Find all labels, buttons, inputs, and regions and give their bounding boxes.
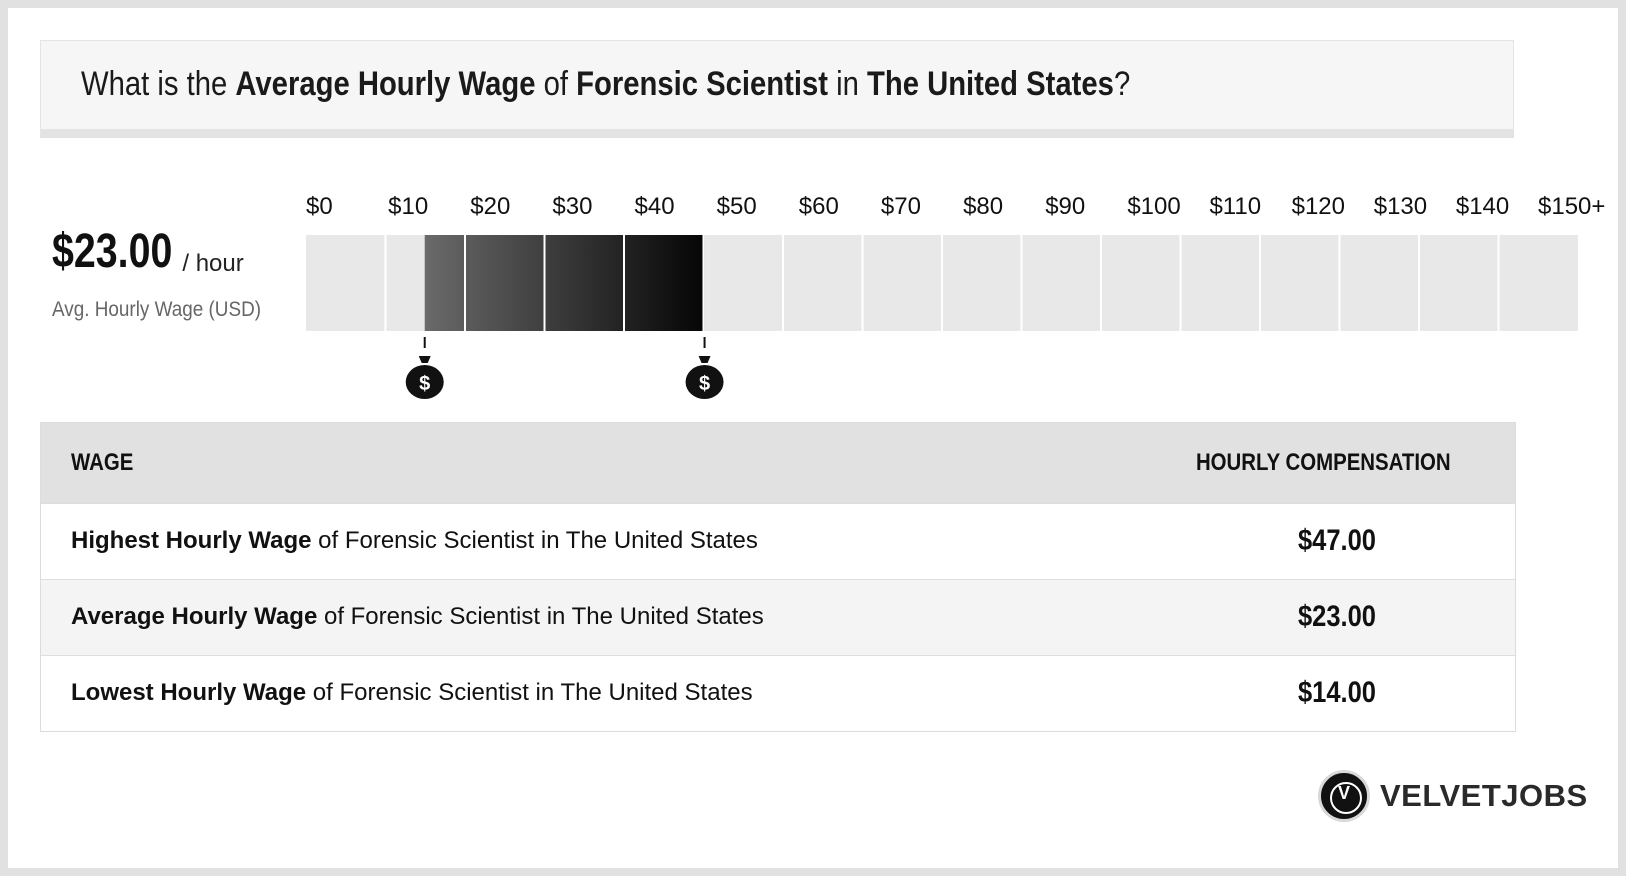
money-bag-icon xyxy=(685,365,724,399)
money-bag-tie xyxy=(418,356,431,363)
row-label: Highest Hourly Wage of Forensic Scientis… xyxy=(71,527,758,554)
tick-label: $130 xyxy=(1374,193,1427,220)
wage-column-header: WAGE xyxy=(71,449,134,476)
tick-label: $40 xyxy=(635,193,675,220)
table-header: WAGE HOURLY COMPENSATION xyxy=(41,423,1515,503)
money-bag-icon xyxy=(405,365,444,399)
question-header: What is the Average Hourly Wage of Foren… xyxy=(40,40,1514,138)
wage-range-bar xyxy=(424,235,705,331)
tick-label: $110 xyxy=(1209,193,1261,220)
row-value: $47.00 xyxy=(1297,524,1376,557)
table-row-highest: Highest Hourly Wage of Forensic Scientis… xyxy=(41,503,1515,579)
tick-label: $70 xyxy=(881,193,921,220)
dollar-glyph: $ xyxy=(699,373,710,395)
table-row-average: Average Hourly Wage of Forensic Scientis… xyxy=(41,579,1515,655)
brand-name: VELVETJOBS xyxy=(1380,778,1588,813)
average-wage-label: Avg. Hourly Wage (USD) xyxy=(52,298,262,321)
tick-label: $90 xyxy=(1045,193,1085,220)
compensation-column-header: HOURLY COMPENSATION xyxy=(1196,449,1451,476)
average-wage-value: $23.00 xyxy=(52,225,173,278)
tick-label: $120 xyxy=(1292,193,1345,220)
tick-label: $140 xyxy=(1456,193,1509,220)
money-bag-tie xyxy=(698,356,711,363)
question-title: What is the Average Hourly Wage of Foren… xyxy=(81,65,1131,103)
row-label: Lowest Hourly Wage of Forensic Scientist… xyxy=(71,679,753,706)
per-hour-unit: / hour xyxy=(182,250,244,277)
velvetjobs-logo-icon xyxy=(1318,770,1370,822)
wage-table: WAGE HOURLY COMPENSATION Highest Hourly … xyxy=(40,422,1516,732)
tick-label: $30 xyxy=(552,193,592,220)
tick-label: $100 xyxy=(1127,193,1180,220)
table-row-lowest: Lowest Hourly Wage of Forensic Scientist… xyxy=(41,655,1515,731)
logo-initial: V xyxy=(1337,783,1350,803)
wage-range-chart: $0 $10 $20 $30 $40 $50 $60 $70 $80 $90 $100 $110 $12… xyxy=(306,193,1605,399)
row-value: $14.00 xyxy=(1297,676,1376,709)
tick-label: $50 xyxy=(717,193,757,220)
tick-label: $60 xyxy=(799,193,839,220)
dollar-glyph: $ xyxy=(419,373,430,395)
row-value: $23.00 xyxy=(1297,600,1376,633)
tick-label: $10 xyxy=(388,193,428,220)
tick-label: $0 xyxy=(306,193,333,220)
row-label: Average Hourly Wage of Forensic Scientis… xyxy=(71,603,764,630)
tick-label: $150+ xyxy=(1538,193,1605,220)
tick-label: $20 xyxy=(470,193,510,220)
average-wage-summary: $23.00 xyxy=(52,224,199,279)
tick-label: $80 xyxy=(963,193,1003,220)
